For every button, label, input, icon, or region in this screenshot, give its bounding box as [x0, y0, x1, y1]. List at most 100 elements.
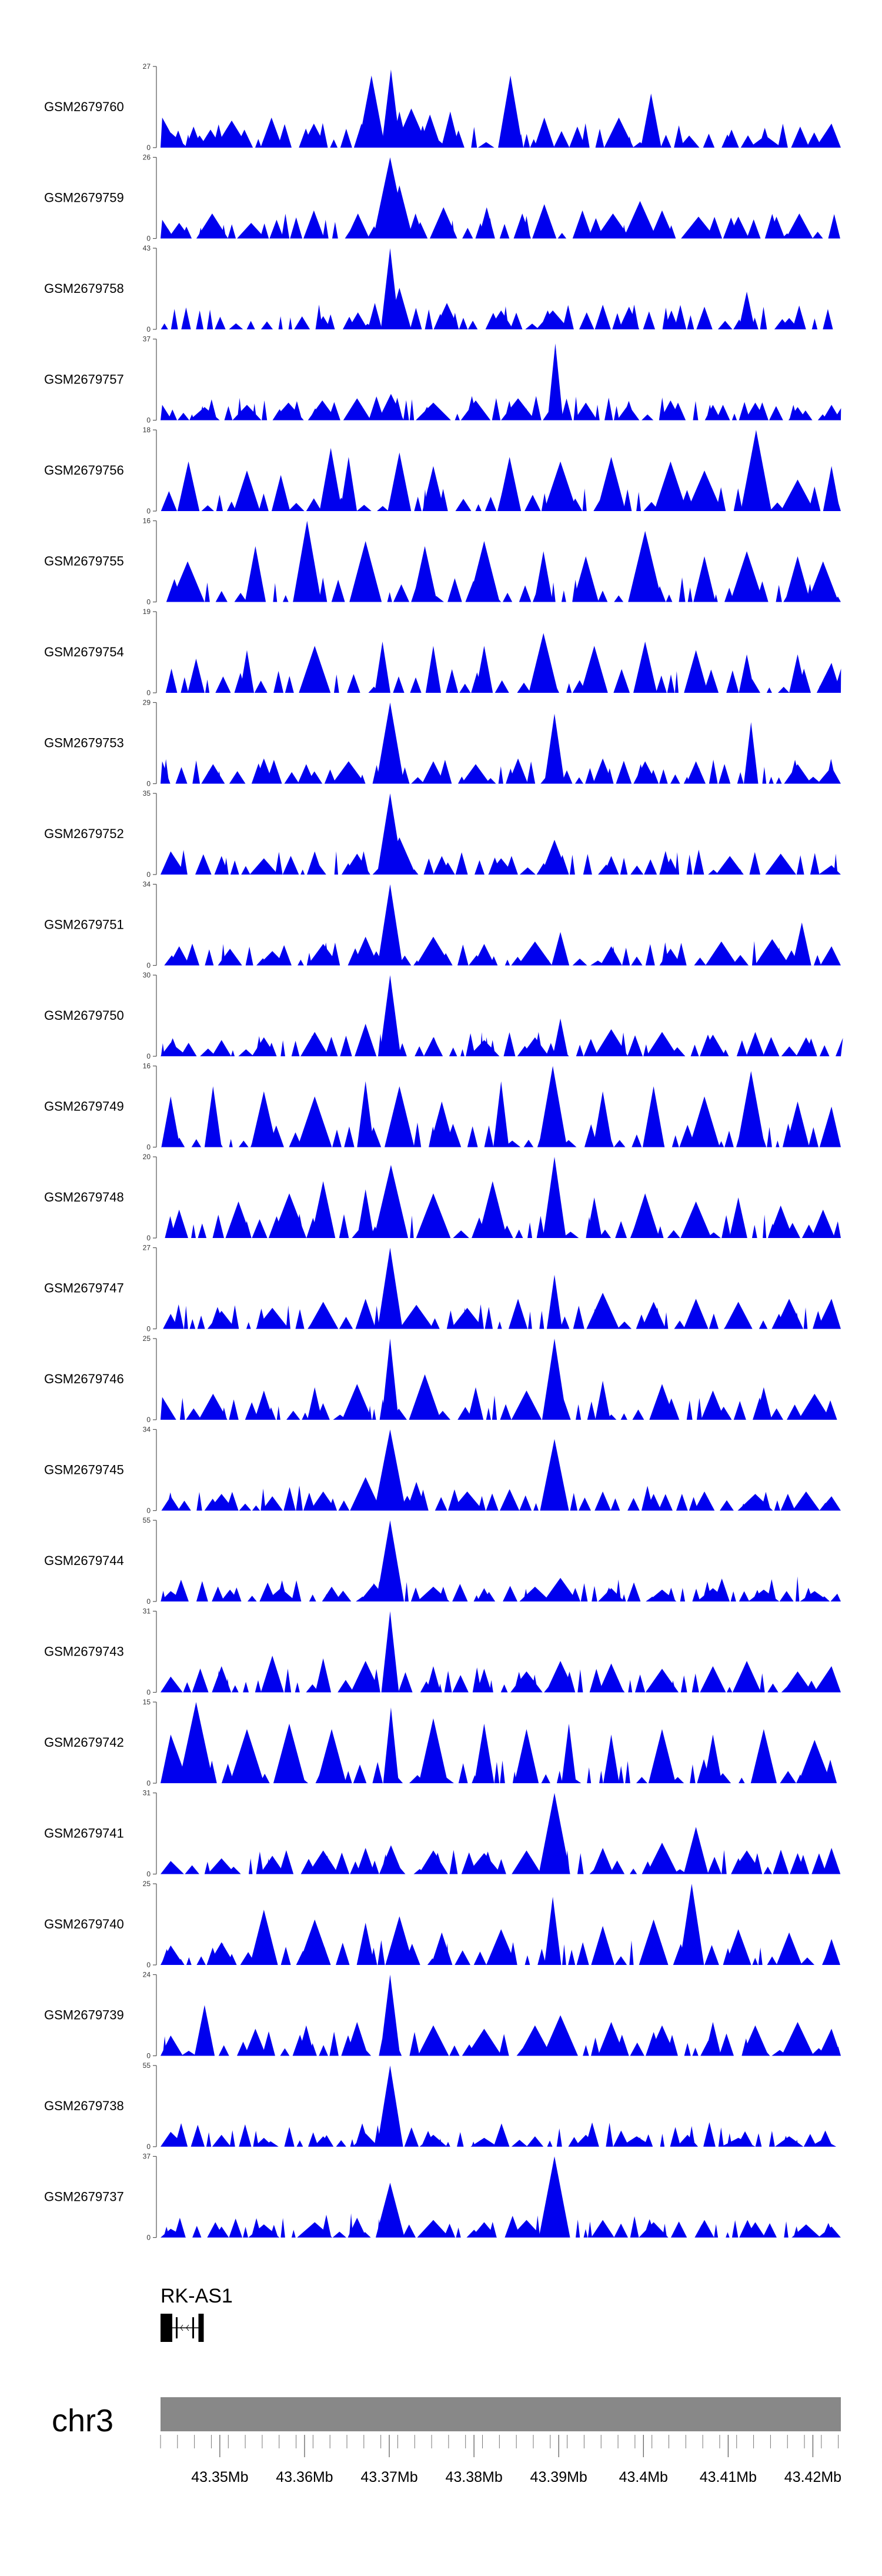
signal-minor-peak [823, 309, 833, 329]
track-GSM2679737: GSM2679737 37 0 [44, 2153, 841, 2242]
signal-minor-peak [278, 124, 292, 148]
signal-minor-peak [469, 1322, 477, 1329]
signal-minor-peak [662, 307, 670, 329]
signal-minor-peak [452, 1584, 468, 1601]
signal-minor-peak [315, 1769, 329, 1783]
signal-minor-peak [253, 2131, 259, 2147]
signal-minor-peak [524, 1955, 530, 1965]
signal-peak [177, 461, 200, 511]
signal-minor-peak [266, 1858, 271, 1874]
signal-minor-peak [329, 2031, 339, 2056]
signal-minor-peak [595, 128, 604, 148]
signal-minor-peak [457, 1407, 473, 1420]
y-tick-label-max: 20 [143, 1153, 151, 1161]
signal-minor-peak [198, 1223, 207, 1238]
signal-peak [229, 1729, 265, 1783]
signal-minor-peak [587, 2221, 592, 2238]
signal-peak [798, 1740, 831, 1783]
signal-minor-peak [339, 1214, 349, 1238]
signal-minor-peak [430, 1853, 445, 1874]
signal-minor-peak [697, 768, 702, 784]
signal-minor-peak [639, 222, 645, 239]
signal-minor-peak [300, 869, 305, 875]
signal-minor-peak [582, 488, 587, 511]
signal-minor-peak [196, 1581, 208, 1601]
signal-minor-peak [649, 232, 659, 239]
signal-minor-peak [290, 217, 303, 239]
signal-minor-peak [308, 2132, 319, 2147]
signal-peak [450, 1307, 484, 1329]
y-tick-label-max: 34 [143, 1426, 151, 1434]
signal-minor-peak [419, 1319, 425, 1329]
signal-minor-peak [418, 1231, 435, 1238]
signal-peak [539, 1793, 570, 1874]
signal-minor-peak [793, 2040, 808, 2056]
signal-minor-peak [477, 142, 495, 148]
signal-minor-peak [239, 2124, 252, 2147]
signal-minor-peak [457, 945, 469, 966]
signal-minor-peak [499, 223, 510, 239]
signal-minor-peak [173, 1137, 185, 1147]
signal-minor-peak [268, 1216, 285, 1238]
signal-minor-peak [805, 776, 821, 784]
signal-minor-peak [322, 492, 332, 511]
signal-minor-peak [666, 490, 676, 511]
signal-minor-peak [680, 1675, 687, 1693]
signal-peak [791, 2224, 821, 2238]
signal-minor-peak [466, 396, 478, 421]
signal-minor-peak [718, 2127, 724, 2147]
signal-minor-peak [530, 1592, 545, 1601]
signal-minor-peak [614, 406, 620, 421]
signal-minor-peak [205, 582, 210, 602]
signal-minor-peak [449, 1850, 458, 1874]
signal-minor-peak [206, 223, 221, 239]
signal-minor-peak [585, 2122, 599, 2147]
signal-minor-peak [193, 1764, 203, 1783]
signal-minor-peak [630, 1868, 637, 1874]
signal-minor-peak [229, 2218, 243, 2238]
signal-minor-peak [426, 1591, 436, 1601]
signal-minor-peak [181, 1764, 188, 1783]
signal-minor-peak [396, 318, 403, 329]
signal-peak [422, 466, 445, 511]
signal-minor-peak [689, 1497, 699, 1511]
signal-peak [693, 556, 716, 602]
signal-minor-peak [769, 776, 774, 784]
signal-peak [628, 530, 663, 602]
signal-minor-peak [420, 2041, 435, 2056]
signal-minor-peak [292, 2034, 308, 2056]
signal-minor-peak [275, 852, 283, 875]
signal-minor-peak [781, 233, 793, 239]
signal-minor-peak [500, 1404, 512, 1420]
signal-peak [645, 1669, 679, 1693]
signal-minor-peak [779, 1956, 796, 1965]
signal-minor-peak [305, 1035, 319, 1056]
signal-minor-peak [633, 685, 642, 693]
signal-minor-peak [490, 956, 498, 966]
signal-minor-peak [283, 1487, 296, 1511]
track-label: GSM2679742 [44, 1735, 124, 1750]
signal-minor-peak [415, 1409, 428, 1420]
signal-minor-peak [592, 1586, 597, 1601]
signal-minor-peak [805, 1680, 818, 1693]
track-GSM2679745: GSM2679745 34 0 [44, 1426, 841, 1515]
signal-minor-peak [472, 1667, 482, 1693]
signal-minor-peak [405, 1581, 409, 1601]
signal-minor-peak [161, 1043, 165, 1056]
signal-minor-peak [259, 1773, 270, 1783]
track-label: GSM2679756 [44, 463, 124, 478]
gene-annotation-track: RK-AS1 [161, 2285, 233, 2342]
signal-minor-peak [457, 2132, 464, 2147]
signal-minor-peak [462, 1307, 467, 1329]
track-label: GSM2679745 [44, 1463, 124, 1477]
signal-minor-peak [560, 398, 573, 421]
signal-minor-peak [616, 1579, 622, 1601]
signal-minor-peak [643, 1044, 649, 1056]
signal-minor-peak [328, 402, 340, 421]
signal-peak [750, 1729, 777, 1783]
signal-minor-peak [210, 1307, 225, 1329]
signal-minor-peak [586, 1216, 593, 1238]
track-label: GSM2679754 [44, 645, 124, 659]
track-GSM2679757: GSM2679757 37 0 [44, 335, 841, 425]
signal-peak [262, 1496, 283, 1511]
